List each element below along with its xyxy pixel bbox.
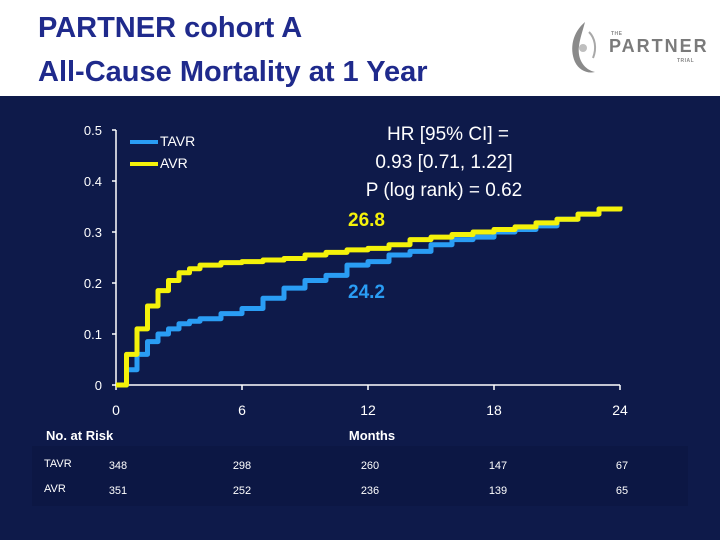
chart-series bbox=[116, 206, 623, 388]
risk-cell: 67 bbox=[615, 460, 629, 472]
risk-row-label: TAVR bbox=[44, 458, 72, 470]
partner-trial-logo: THE PARTNER TRIAL bbox=[565, 18, 707, 78]
page-title-line2: All-Cause Mortality at 1 Year bbox=[38, 56, 428, 88]
y-tick-label: 0.4 bbox=[84, 174, 102, 189]
risk-cell: 236 bbox=[360, 485, 380, 497]
logo-mark-icon bbox=[572, 22, 597, 73]
y-tick-label: 0.5 bbox=[84, 123, 102, 138]
risk-cell: 351 bbox=[108, 485, 128, 497]
risk-cell: 298 bbox=[232, 460, 252, 472]
hr-annotation-line1: HR [95% CI] = bbox=[387, 124, 509, 145]
x-tick-label: 18 bbox=[486, 402, 502, 418]
avr-final-value: 26.8 bbox=[348, 210, 385, 231]
logo-trial-text: TRIAL bbox=[677, 58, 695, 64]
x-tick-label: 12 bbox=[360, 402, 376, 418]
risk-cell: 260 bbox=[360, 460, 380, 472]
logo-the-text: THE bbox=[611, 31, 623, 37]
logo-name-text: PARTNER bbox=[609, 36, 709, 56]
risk-table-header: No. at Risk bbox=[46, 428, 114, 443]
risk-cell: 252 bbox=[232, 485, 252, 497]
risk-row-avr: AVR 351 252 236 139 65 bbox=[32, 480, 688, 504]
chart-legend: TAVR AVR bbox=[130, 133, 195, 171]
legend-tavr-label: TAVR bbox=[160, 133, 195, 149]
p-value-annotation: P (log rank) = 0.62 bbox=[366, 180, 523, 201]
risk-row-label: AVR bbox=[44, 483, 66, 495]
risk-cell: 139 bbox=[488, 485, 508, 497]
x-axis-label: Months bbox=[349, 428, 395, 443]
y-tick-label: 0.2 bbox=[84, 276, 102, 291]
risk-cell: 147 bbox=[488, 460, 508, 472]
hr-annotation-line2: 0.93 [0.71, 1.22] bbox=[375, 152, 512, 173]
risk-cell: 348 bbox=[108, 460, 128, 472]
y-tick-label: 0.3 bbox=[84, 225, 102, 240]
series-line-avr bbox=[116, 206, 623, 388]
x-tick-label: 6 bbox=[238, 402, 246, 418]
series-line-tavr bbox=[116, 206, 623, 388]
x-tick-label: 24 bbox=[612, 402, 628, 418]
tavr-final-value: 24.2 bbox=[348, 282, 385, 303]
page-title-line1: PARTNER cohort A bbox=[38, 12, 303, 44]
risk-cell: 65 bbox=[615, 485, 629, 497]
title-header: PARTNER cohort A All-Cause Mortality at … bbox=[0, 0, 720, 96]
chart-axes: 0 0.1 0.2 0.3 0.4 0.5 0 6 12 18 24 bbox=[84, 123, 628, 418]
y-tick-label: 0 bbox=[95, 378, 102, 393]
y-tick-label: 0.1 bbox=[84, 327, 102, 342]
x-tick-label: 0 bbox=[112, 402, 120, 418]
risk-row-tavr: TAVR 348 298 260 147 67 bbox=[32, 454, 688, 478]
legend-avr-label: AVR bbox=[160, 155, 188, 171]
risk-table: TAVR 348 298 260 147 67 AVR 351 252 236 … bbox=[32, 446, 688, 506]
